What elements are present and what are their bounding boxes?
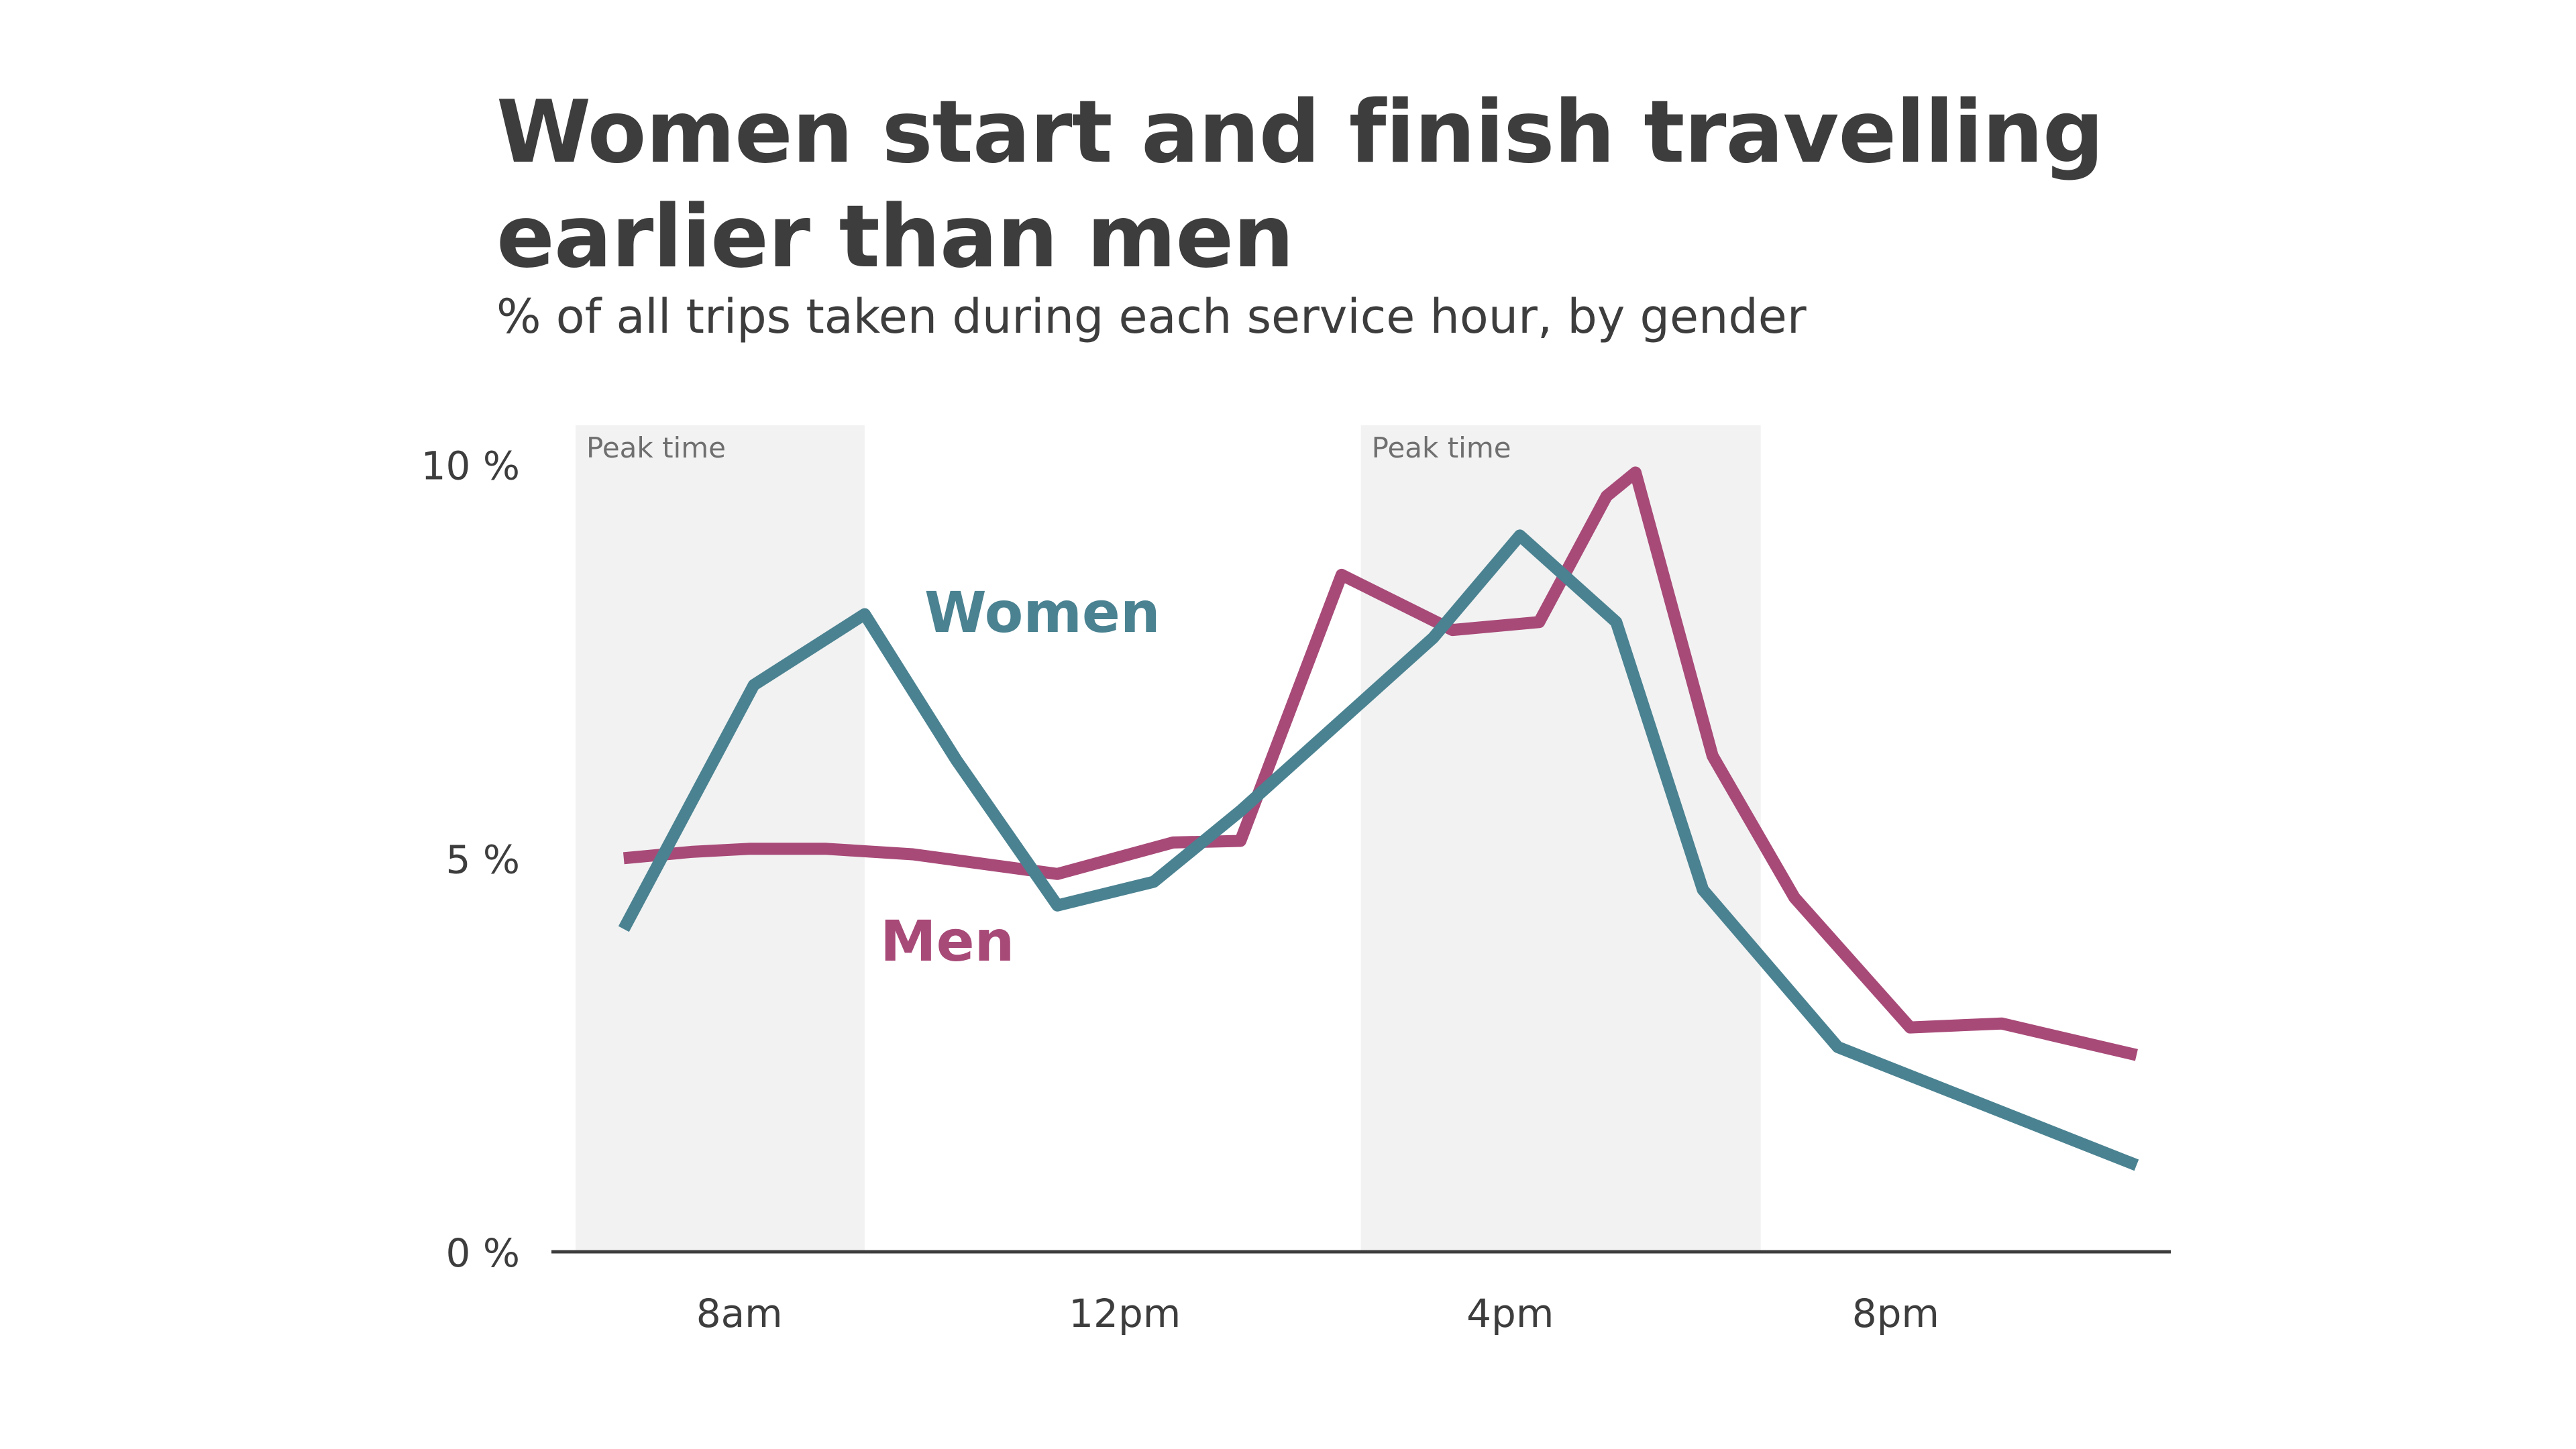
x-tick-label-2: 12pm — [1069, 1291, 1181, 1336]
series-line-men — [623, 466, 2138, 1061]
y-tick-label-3: 10 % — [421, 443, 520, 489]
peak-band-label-2: Peak time — [1372, 431, 1511, 464]
y-tick-label-1: 0 % — [446, 1230, 520, 1276]
series-label-men: Men — [880, 908, 1014, 974]
x-tick-label-3: 4pm — [1466, 1291, 1554, 1336]
peak-band-label-1: Peak time — [586, 431, 726, 464]
chart-title: Women start and finish travelling earlie… — [496, 83, 2104, 287]
chart-subtitle: % of all trips taken during each service… — [496, 289, 1807, 344]
x-tick-label-4: 8pm — [1852, 1291, 1939, 1336]
y-tick-label-2: 5 % — [446, 837, 520, 882]
peak-band-1 — [576, 425, 865, 1252]
peak-band-2 — [1360, 425, 1761, 1252]
x-tick-label-1: 8am — [696, 1291, 783, 1336]
series-label-women: Women — [924, 580, 1161, 645]
